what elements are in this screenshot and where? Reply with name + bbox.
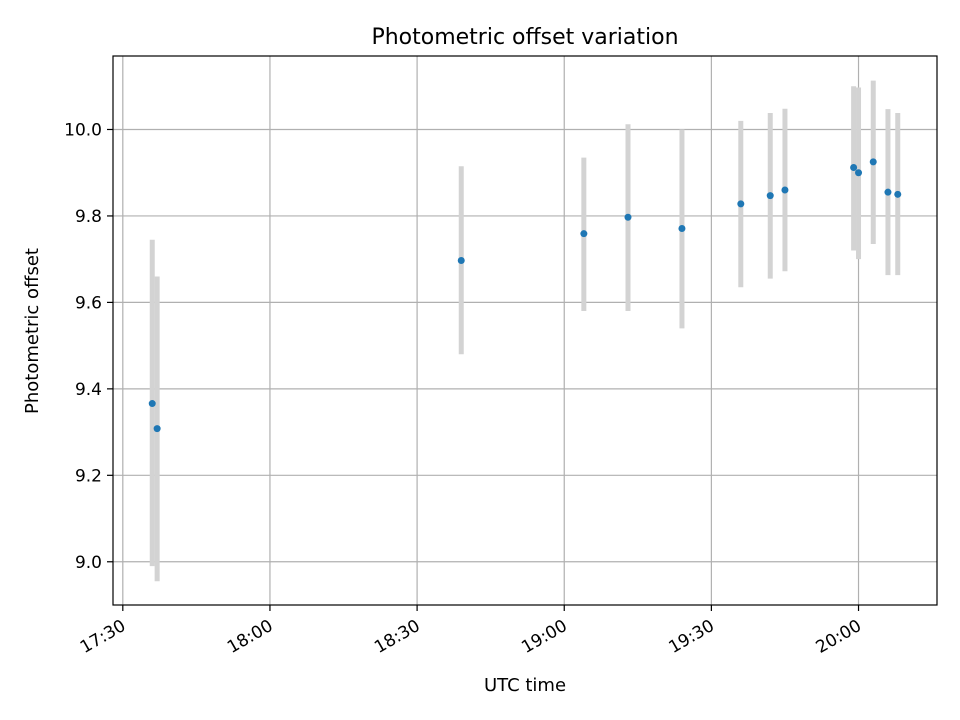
data-point <box>624 213 632 221</box>
data-point <box>153 425 161 433</box>
chart-title: Photometric offset variation <box>371 25 678 50</box>
plot-area-frame <box>112 55 938 606</box>
data-point <box>737 200 745 208</box>
y-axis-ticks: 9.0 9.2 9.4 9.6 9.8 10.0 <box>64 120 113 573</box>
data-point <box>894 190 902 198</box>
data-point <box>869 158 877 166</box>
data-point <box>850 164 858 172</box>
data-point <box>148 400 156 408</box>
data-point <box>884 188 892 196</box>
data-point <box>855 169 863 177</box>
x-axis-label: UTC time <box>484 675 566 696</box>
data-point-layer <box>148 158 902 433</box>
y-axis-label: Photometric offset <box>22 248 43 414</box>
y-tick-label: 9.8 <box>75 207 102 227</box>
y-tick-label: 9.2 <box>75 466 102 486</box>
data-point <box>766 192 774 200</box>
data-point <box>580 230 588 238</box>
data-point <box>678 224 686 232</box>
y-tick-label: 9.4 <box>75 380 102 400</box>
data-point <box>457 256 465 264</box>
y-tick-label: 10.0 <box>64 120 102 140</box>
y-tick-label: 9.0 <box>75 553 102 573</box>
y-tick-label: 9.6 <box>75 293 102 313</box>
data-point <box>781 186 789 194</box>
